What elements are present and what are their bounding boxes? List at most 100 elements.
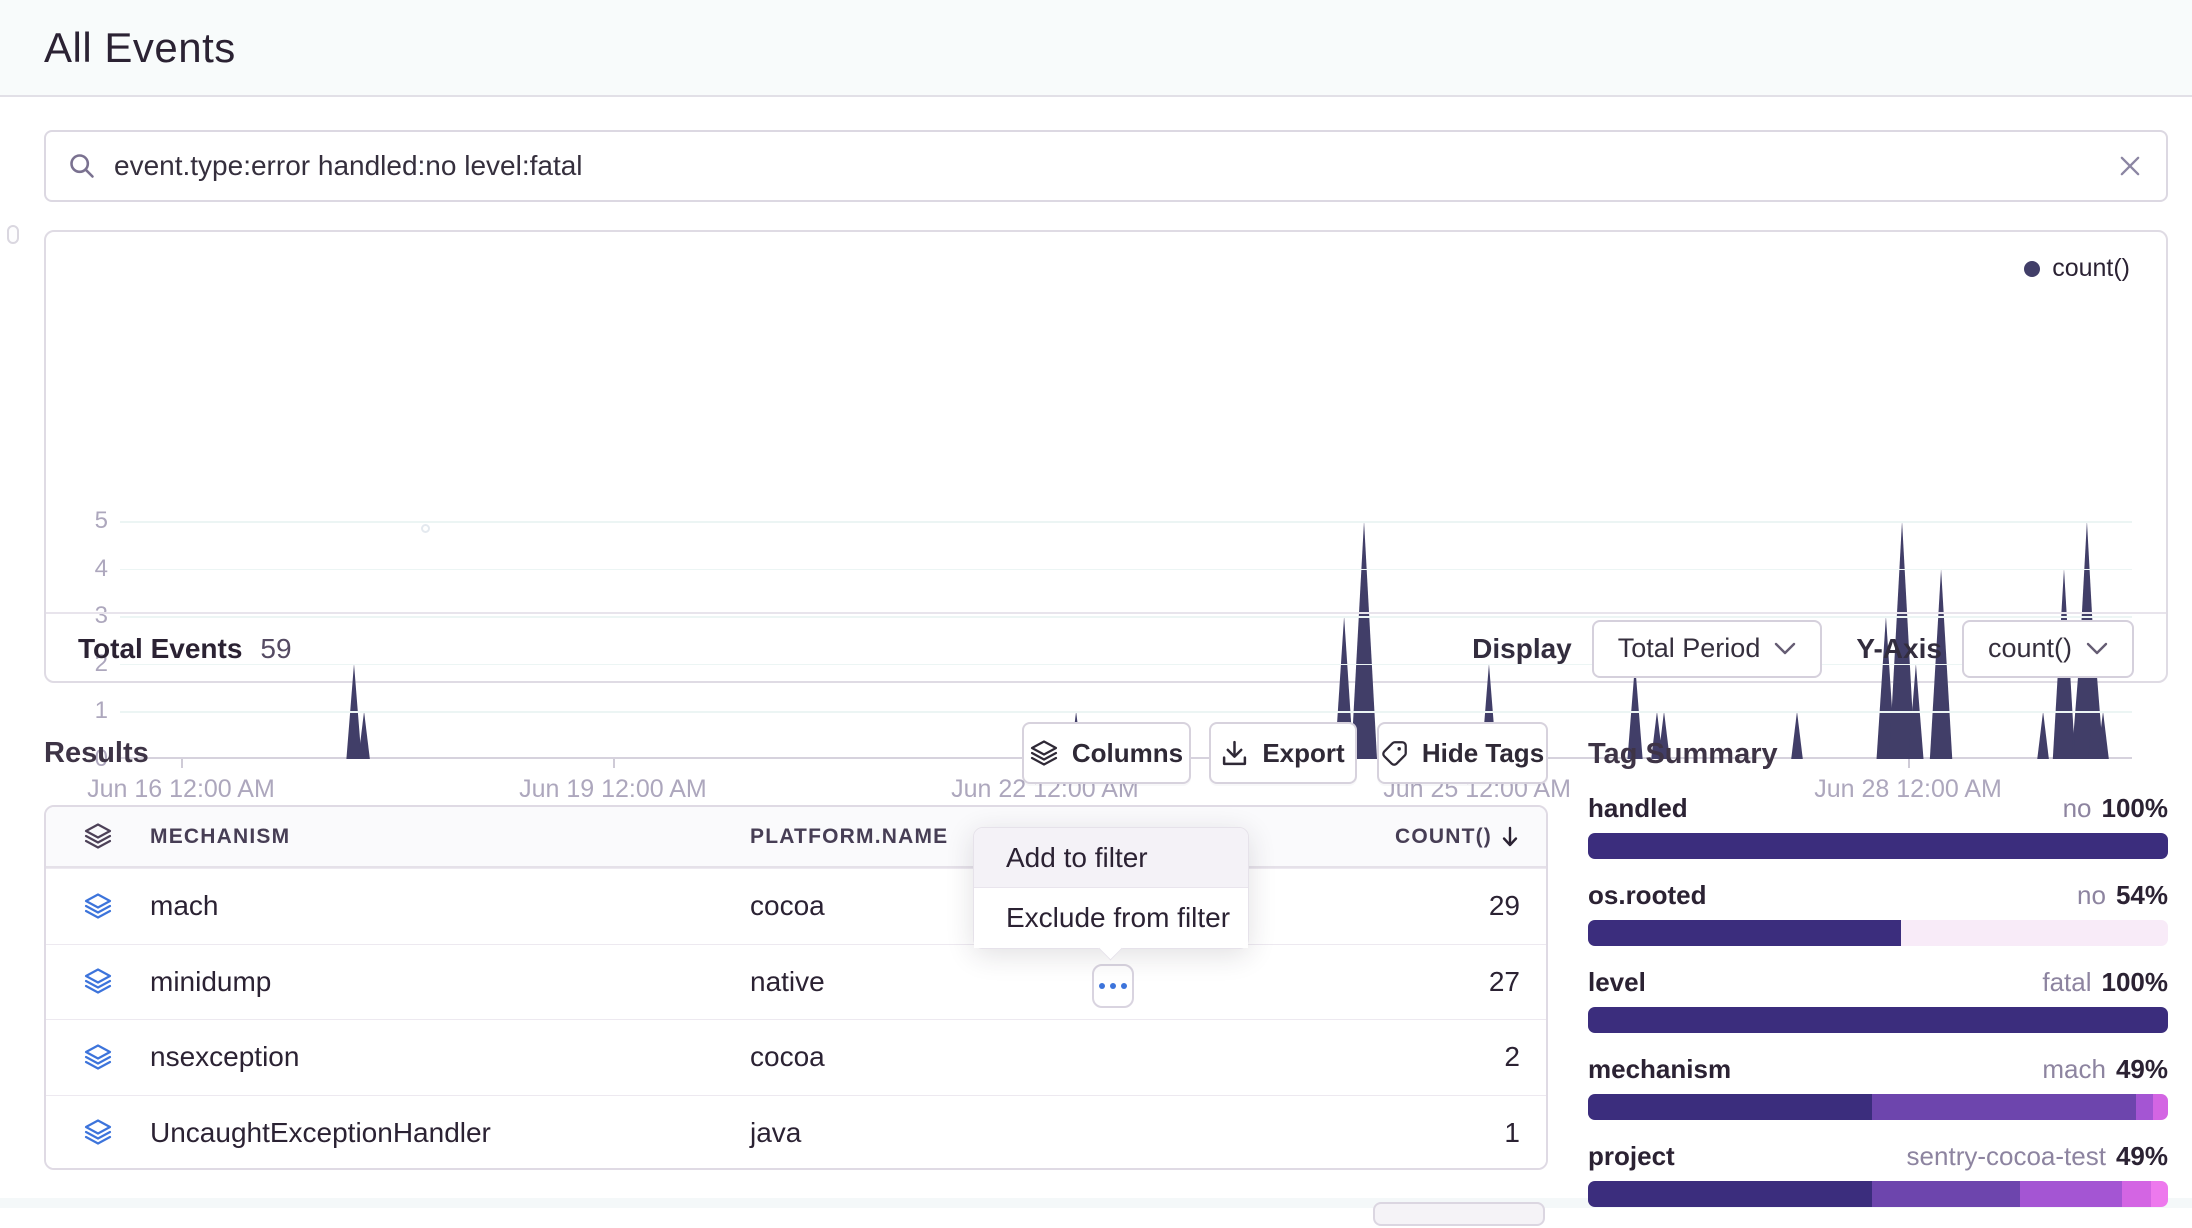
table-row[interactable]: minidump native 27 bbox=[46, 944, 1546, 1020]
tag-summary-heading: Tag Summary bbox=[1588, 738, 2168, 771]
tag-block-project: project sentry-cocoa-test 49% bbox=[1588, 1141, 2168, 1207]
legend-dot bbox=[2024, 261, 2040, 277]
tag-block-os-rooted: os.rooted no 54% bbox=[1588, 880, 2168, 946]
chart-legend[interactable]: count() bbox=[2024, 254, 2130, 283]
table-row[interactable]: mach cocoa 29 bbox=[46, 868, 1546, 944]
tag-bar-segment[interactable] bbox=[1588, 833, 2168, 859]
table-row[interactable]: nsexception cocoa 2 bbox=[46, 1019, 1546, 1095]
count-cell: 29 bbox=[1246, 890, 1546, 922]
hide-tags-button[interactable]: Hide Tags bbox=[1377, 722, 1548, 784]
pagination-button[interactable] bbox=[1373, 1202, 1545, 1226]
chevron-down-icon bbox=[1774, 642, 1796, 656]
yaxis-select[interactable]: count() bbox=[1962, 620, 2134, 678]
tag-bar-segment[interactable] bbox=[1588, 1007, 2168, 1033]
display-label: Display bbox=[1472, 633, 1572, 665]
x-axis-tick bbox=[613, 759, 615, 768]
ellipsis-icon bbox=[1099, 983, 1127, 989]
export-button[interactable]: Export bbox=[1209, 722, 1357, 784]
sidebar-collapse-handle[interactable] bbox=[7, 225, 19, 244]
stack-icon bbox=[46, 1044, 150, 1071]
column-header-mechanism[interactable]: MECHANISM bbox=[150, 825, 750, 849]
stray-point-marker bbox=[421, 524, 430, 533]
stack-icon bbox=[46, 968, 150, 995]
mechanism-cell: UncaughtExceptionHandler bbox=[150, 1117, 750, 1149]
platform-cell: native bbox=[750, 966, 1246, 998]
mechanism-cell: minidump bbox=[150, 966, 750, 998]
y-axis-tick-label: 4 bbox=[95, 555, 108, 583]
display-select[interactable]: Total Period bbox=[1592, 620, 1823, 678]
tag-bar-segment[interactable] bbox=[1588, 920, 1901, 946]
y-axis-tick-label: 5 bbox=[95, 507, 108, 535]
tag-distribution-bar[interactable] bbox=[1588, 1094, 2168, 1120]
tag-top-value: no bbox=[2077, 880, 2106, 911]
search-input[interactable]: event.type:error handled:no level:fatal bbox=[114, 150, 2116, 182]
tag-name: handled bbox=[1588, 793, 1688, 824]
stack-icon bbox=[46, 893, 150, 920]
tag-distribution-bar[interactable] bbox=[1588, 1007, 2168, 1033]
results-table: MECHANISM PLATFORM.NAME COUNT() mach coc… bbox=[44, 805, 1548, 1170]
tag-percent: 49% bbox=[2116, 1141, 2168, 1172]
yaxis-label: Y-Axis bbox=[1856, 633, 1942, 665]
tag-bar-segment[interactable] bbox=[1588, 1181, 1872, 1207]
chart-footer: Total Events 59 Display Total Period Y-A… bbox=[46, 612, 2166, 683]
menu-item-add-to-filter[interactable]: Add to filter bbox=[974, 828, 1248, 888]
tag-top-value: mach bbox=[2042, 1054, 2106, 1085]
tag-bar-segment[interactable] bbox=[1872, 1181, 2020, 1207]
tag-percent: 49% bbox=[2116, 1054, 2168, 1085]
results-heading: Results bbox=[44, 722, 149, 784]
tag-summary-panel: Tag Summary handled no 100% os.rooted no… bbox=[1588, 738, 2168, 1228]
events-chart-panel: count() 012345 Jun 16 12:00 AMJun 19 12:… bbox=[44, 230, 2168, 683]
search-bar[interactable]: event.type:error handled:no level:fatal bbox=[44, 130, 2168, 202]
columns-button[interactable]: Columns bbox=[1022, 722, 1191, 784]
tag-block-mechanism: mechanism mach 49% bbox=[1588, 1054, 2168, 1120]
x-axis-tick-label: Jun 19 12:00 AM bbox=[519, 775, 707, 804]
cell-actions-menu: Add to filter Exclude from filter bbox=[973, 827, 1249, 949]
table-row[interactable]: UncaughtExceptionHandler java 1 bbox=[46, 1095, 1546, 1171]
stack-icon[interactable] bbox=[46, 823, 150, 850]
tag-bar-segment[interactable] bbox=[2136, 1094, 2153, 1120]
tag-bar-segment[interactable] bbox=[1872, 1094, 2136, 1120]
tag-distribution-bar[interactable] bbox=[1588, 1181, 2168, 1207]
tag-name: project bbox=[1588, 1141, 1675, 1172]
tag-bar-segment[interactable] bbox=[2020, 1181, 2122, 1207]
export-button-label: Export bbox=[1262, 738, 1344, 769]
total-events-label: Total Events bbox=[78, 633, 242, 665]
hide-tags-button-label: Hide Tags bbox=[1422, 738, 1544, 769]
tag-name: os.rooted bbox=[1588, 880, 1706, 911]
count-cell: 1 bbox=[1246, 1117, 1546, 1149]
chevron-down-icon bbox=[2086, 642, 2108, 656]
table-header-row: MECHANISM PLATFORM.NAME COUNT() bbox=[46, 807, 1546, 868]
tag-bar-segment[interactable] bbox=[2122, 1181, 2151, 1207]
clear-search-icon[interactable] bbox=[2116, 152, 2144, 180]
count-cell: 27 bbox=[1246, 966, 1546, 998]
total-events-value: 59 bbox=[260, 633, 291, 665]
export-icon bbox=[1221, 740, 1248, 767]
tag-distribution-bar[interactable] bbox=[1588, 920, 2168, 946]
tag-name: level bbox=[1588, 967, 1646, 998]
column-header-count[interactable]: COUNT() bbox=[1246, 825, 1546, 849]
tag-percent: 100% bbox=[2102, 967, 2169, 998]
gridline bbox=[120, 569, 2132, 571]
tag-name: mechanism bbox=[1588, 1054, 1731, 1085]
columns-icon bbox=[1030, 740, 1058, 767]
tag-bar-segment[interactable] bbox=[2151, 1181, 2168, 1207]
yaxis-value: count() bbox=[1988, 633, 2072, 664]
tag-block-handled: handled no 100% bbox=[1588, 793, 2168, 859]
columns-button-label: Columns bbox=[1072, 738, 1183, 769]
sort-desc-icon bbox=[1500, 825, 1520, 849]
platform-cell: java bbox=[750, 1117, 1246, 1149]
search-icon bbox=[68, 152, 96, 180]
tag-bar-segment[interactable] bbox=[2153, 1094, 2168, 1120]
tag-percent: 100% bbox=[2102, 793, 2169, 824]
gridline bbox=[120, 711, 2132, 713]
tag-distribution-bar[interactable] bbox=[1588, 833, 2168, 859]
platform-cell: cocoa bbox=[750, 1041, 1246, 1073]
cell-actions-button[interactable] bbox=[1092, 964, 1134, 1008]
count-header-label: COUNT() bbox=[1395, 825, 1492, 849]
tag-bar-segment[interactable] bbox=[1588, 1094, 1872, 1120]
mechanism-cell: mach bbox=[150, 890, 750, 922]
tag-block-level: level fatal 100% bbox=[1588, 967, 2168, 1033]
count-cell: 2 bbox=[1246, 1041, 1546, 1073]
gridline bbox=[120, 521, 2132, 523]
tag-top-value: fatal bbox=[2042, 967, 2091, 998]
